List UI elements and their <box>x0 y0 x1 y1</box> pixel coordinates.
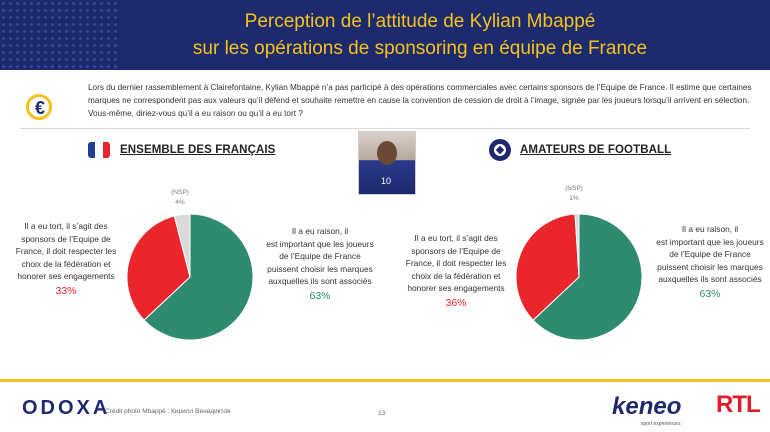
pie-slice-tort <box>515 213 580 321</box>
left-tort-line-5: honorer ses engagements <box>17 271 115 282</box>
right-raison-line-5: auxquelles ils sont associés <box>658 274 762 285</box>
left-raison-line-2: est important que les joueurs <box>266 238 374 249</box>
right-tort-value: 36% <box>445 296 467 309</box>
odoxa-logo: ODOXA <box>22 397 111 419</box>
page-number: 13 <box>378 410 386 417</box>
left-raison-value: 63% <box>309 289 331 302</box>
pie-chart-ensemble <box>126 213 254 341</box>
left-tort-line-1: Il a eu tort, il s’agit des <box>24 221 108 231</box>
right-raison-line-1: Il a eu raison, il <box>681 224 739 234</box>
left-raison-line-5: auxquelles ils sont associés <box>268 276 372 287</box>
player-photo: 10 <box>358 131 416 195</box>
player-head <box>377 141 397 165</box>
keneo-logo: keneo <box>612 393 682 420</box>
france-flag-icon <box>88 142 110 158</box>
footer-divider <box>0 379 770 382</box>
right-raison-value: 63% <box>699 287 721 300</box>
question-text: Lors du dernier rassemblement à Clairefo… <box>88 83 752 118</box>
right-tort-line-5: honorer ses engagements <box>407 283 505 294</box>
right-raison-label: Il a eu raison, il est important que les… <box>648 223 770 302</box>
right-tort-line-1: Il a eu tort, il s’agit des <box>414 233 498 243</box>
pie-slice-raison <box>143 213 254 341</box>
right-nsp-label: (NSP) 1% <box>552 184 596 204</box>
jersey-number: 10 <box>381 176 392 186</box>
left-tort-line-2: sponsors de l’Equipe de <box>21 233 111 244</box>
left-raison-line-4: puissent choisir les marques <box>267 263 373 274</box>
header-dot-pattern <box>0 0 120 70</box>
right-raison-line-3: de l’Equipe de France <box>669 249 751 260</box>
divider <box>20 128 750 129</box>
page-title-line2: sur les opérations de sponsoring en équi… <box>192 38 648 59</box>
right-tort-label: Il a eu tort, il s’agit des sponsors de … <box>398 232 514 311</box>
right-raison-line-4: puissent choisir les marques <box>657 261 763 272</box>
pie-slice-tort <box>126 215 191 321</box>
left-tort-label: Il a eu tort, il s’agit des sponsors de … <box>8 220 124 299</box>
left-raison-label: Il a eu raison, il est important que les… <box>258 225 382 304</box>
section-title-right: AMATEURS DE FOOTBALL <box>520 144 672 156</box>
right-tort-line-2: sponsors de l’Equipe de <box>411 245 501 256</box>
left-nsp-label: (NSP) 4% <box>158 188 202 208</box>
pie-chart-amateurs <box>515 213 643 341</box>
football-icon <box>489 139 511 161</box>
left-raison-line-3: de l’Equipe de France <box>279 251 361 262</box>
keneo-tagline: sport experiences <box>641 421 681 427</box>
section-title-left: ENSEMBLE DES FRANÇAIS <box>120 144 276 156</box>
left-tort-line-4: choix de la fédération et <box>21 258 111 269</box>
header-banner: Perception de l’attitude de Kylian Mbapp… <box>0 0 770 70</box>
left-nsp-value: 4% <box>175 199 185 206</box>
pie-slice-nsp <box>173 213 191 278</box>
right-nsp-text: (NSP) <box>565 185 583 192</box>
left-nsp-text: (NSP) <box>171 189 189 196</box>
rtl-logo: RTL <box>716 391 761 418</box>
right-tort-line-4: choix de la fédération et <box>411 270 501 281</box>
left-tort-value: 33% <box>55 284 77 297</box>
pie-slice-nsp <box>574 213 580 278</box>
pie-slice-raison <box>532 213 643 341</box>
page-title-line1: Perception de l’attitude de Kylian Mbapp… <box>244 11 596 32</box>
right-raison-line-2: est important que les joueurs <box>656 236 764 247</box>
right-nsp-value: 1% <box>569 195 579 202</box>
left-raison-line-1: Il a eu raison, il <box>291 226 349 236</box>
photo-credit: Crédit photo Mbappé : Кирилл Венедиктов <box>105 408 231 415</box>
euro-coin-icon: € <box>26 94 52 120</box>
right-tort-line-3: France, il doit respecter les <box>405 258 507 269</box>
left-tort-line-3: France, il doit respecter les <box>15 246 117 257</box>
